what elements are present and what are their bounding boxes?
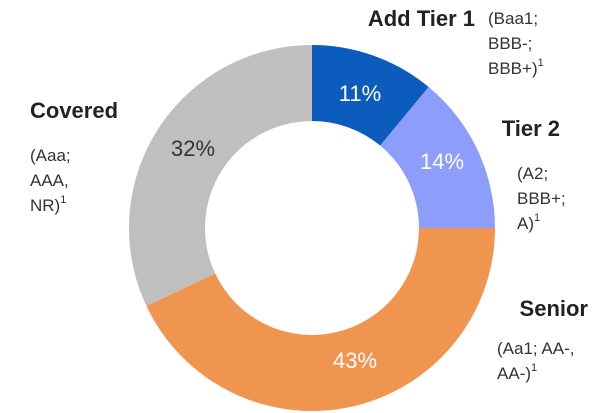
value-label: 14% — [420, 149, 464, 174]
footnote-mark: 1 — [60, 194, 66, 206]
rating-text: BBB+)1 — [488, 57, 544, 79]
rating-text: (Aaa; — [30, 146, 71, 165]
rating-text: AAA, — [30, 171, 69, 190]
rating-text: (A2; — [517, 164, 548, 183]
rating-text: BBB-; — [488, 34, 532, 53]
rating-line: AA-) — [497, 364, 531, 383]
category-label: Add Tier 1 — [368, 6, 475, 31]
footnote-mark: 1 — [538, 57, 544, 69]
rating-line: (Baa1; — [488, 9, 538, 28]
rating-line: BBB+) — [488, 59, 538, 78]
donut-segment — [128, 45, 312, 306]
category-label: Tier 2 — [502, 116, 560, 141]
value-label: 11% — [339, 81, 381, 106]
rating-line: BBB+; — [517, 189, 566, 208]
value-label: 43% — [333, 348, 377, 373]
rating-line: (Aa1; AA-, — [497, 339, 574, 358]
rating-text: BBB+; — [517, 189, 566, 208]
footnote-mark: 1 — [531, 362, 537, 374]
rating-line: BBB-; — [488, 34, 532, 53]
donut-segment — [146, 228, 495, 411]
rating-text: A)1 — [517, 212, 540, 234]
rating-line: (Aaa; — [30, 146, 71, 165]
footnote-mark: 1 — [534, 212, 540, 224]
rating-line: A) — [517, 214, 534, 233]
rating-line: (A2; — [517, 164, 548, 183]
rating-line: AAA, — [30, 171, 69, 190]
rating-text: AA-)1 — [497, 362, 537, 384]
category-label: Covered — [30, 98, 118, 123]
rating-text: NR)1 — [30, 194, 66, 216]
donut-segment — [380, 86, 495, 228]
value-label: 32% — [171, 136, 215, 161]
category-label: Senior — [520, 296, 589, 321]
rating-text: (Baa1; — [488, 9, 538, 28]
rating-text: (Aa1; AA-, — [497, 339, 574, 358]
rating-line: NR) — [30, 196, 60, 215]
donut-segment — [312, 45, 429, 146]
